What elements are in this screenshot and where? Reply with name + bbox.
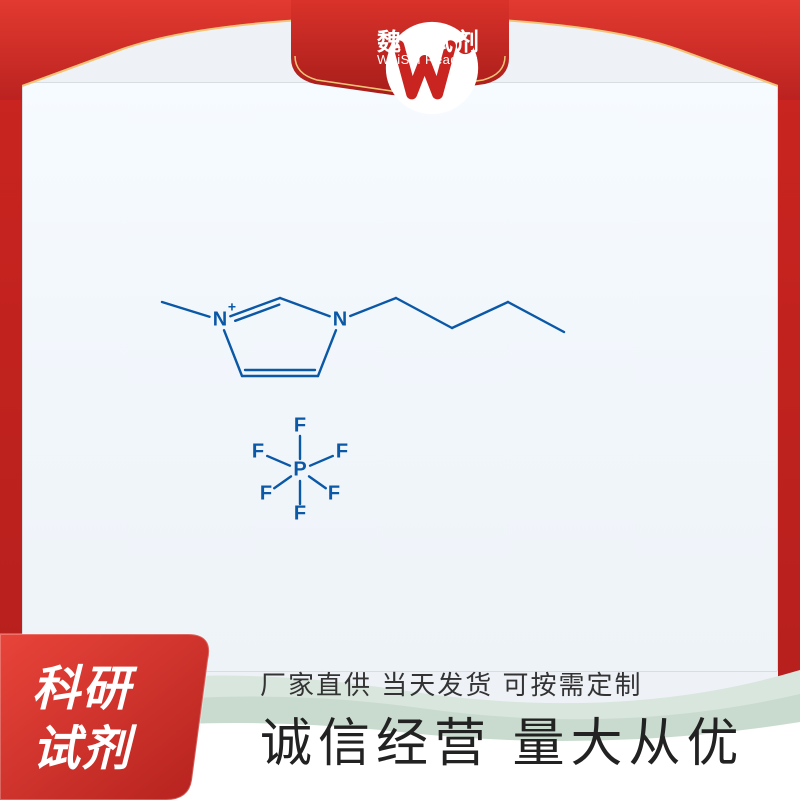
svg-text:P: P [293,458,306,480]
logo-mark-icon [317,20,369,72]
category-tab-text: 科研 试剂 [32,660,132,780]
category-line2: 试剂 [32,723,132,776]
category-tab: 科研 试剂 [0,630,220,800]
svg-text:F: F [294,502,306,524]
svg-text:N: N [213,308,227,330]
svg-text:F: F [252,440,264,462]
svg-text:F: F [328,482,340,504]
svg-text:F: F [294,414,306,436]
logo-badge: 魏氏试剂 WeiShi Reagent [285,0,515,96]
chemical-structure: NN+PFFFFFF [130,280,590,540]
category-line1: 科研 [32,663,132,716]
tagline-small: 厂家直供 当天发货 可按需定制 [260,665,642,702]
svg-text:F: F [336,440,348,462]
svg-text:F: F [260,482,272,504]
product-card: 魏氏试剂 WeiShi Reagent NN+PFFFFFF 厂家直供 当天发货… [0,0,800,800]
svg-text:+: + [228,299,236,315]
brand-name-en: WeiShi Reagent [377,52,478,67]
svg-text:N: N [333,308,347,330]
tagline-large: 诚信经营 量大从优 [260,701,744,776]
